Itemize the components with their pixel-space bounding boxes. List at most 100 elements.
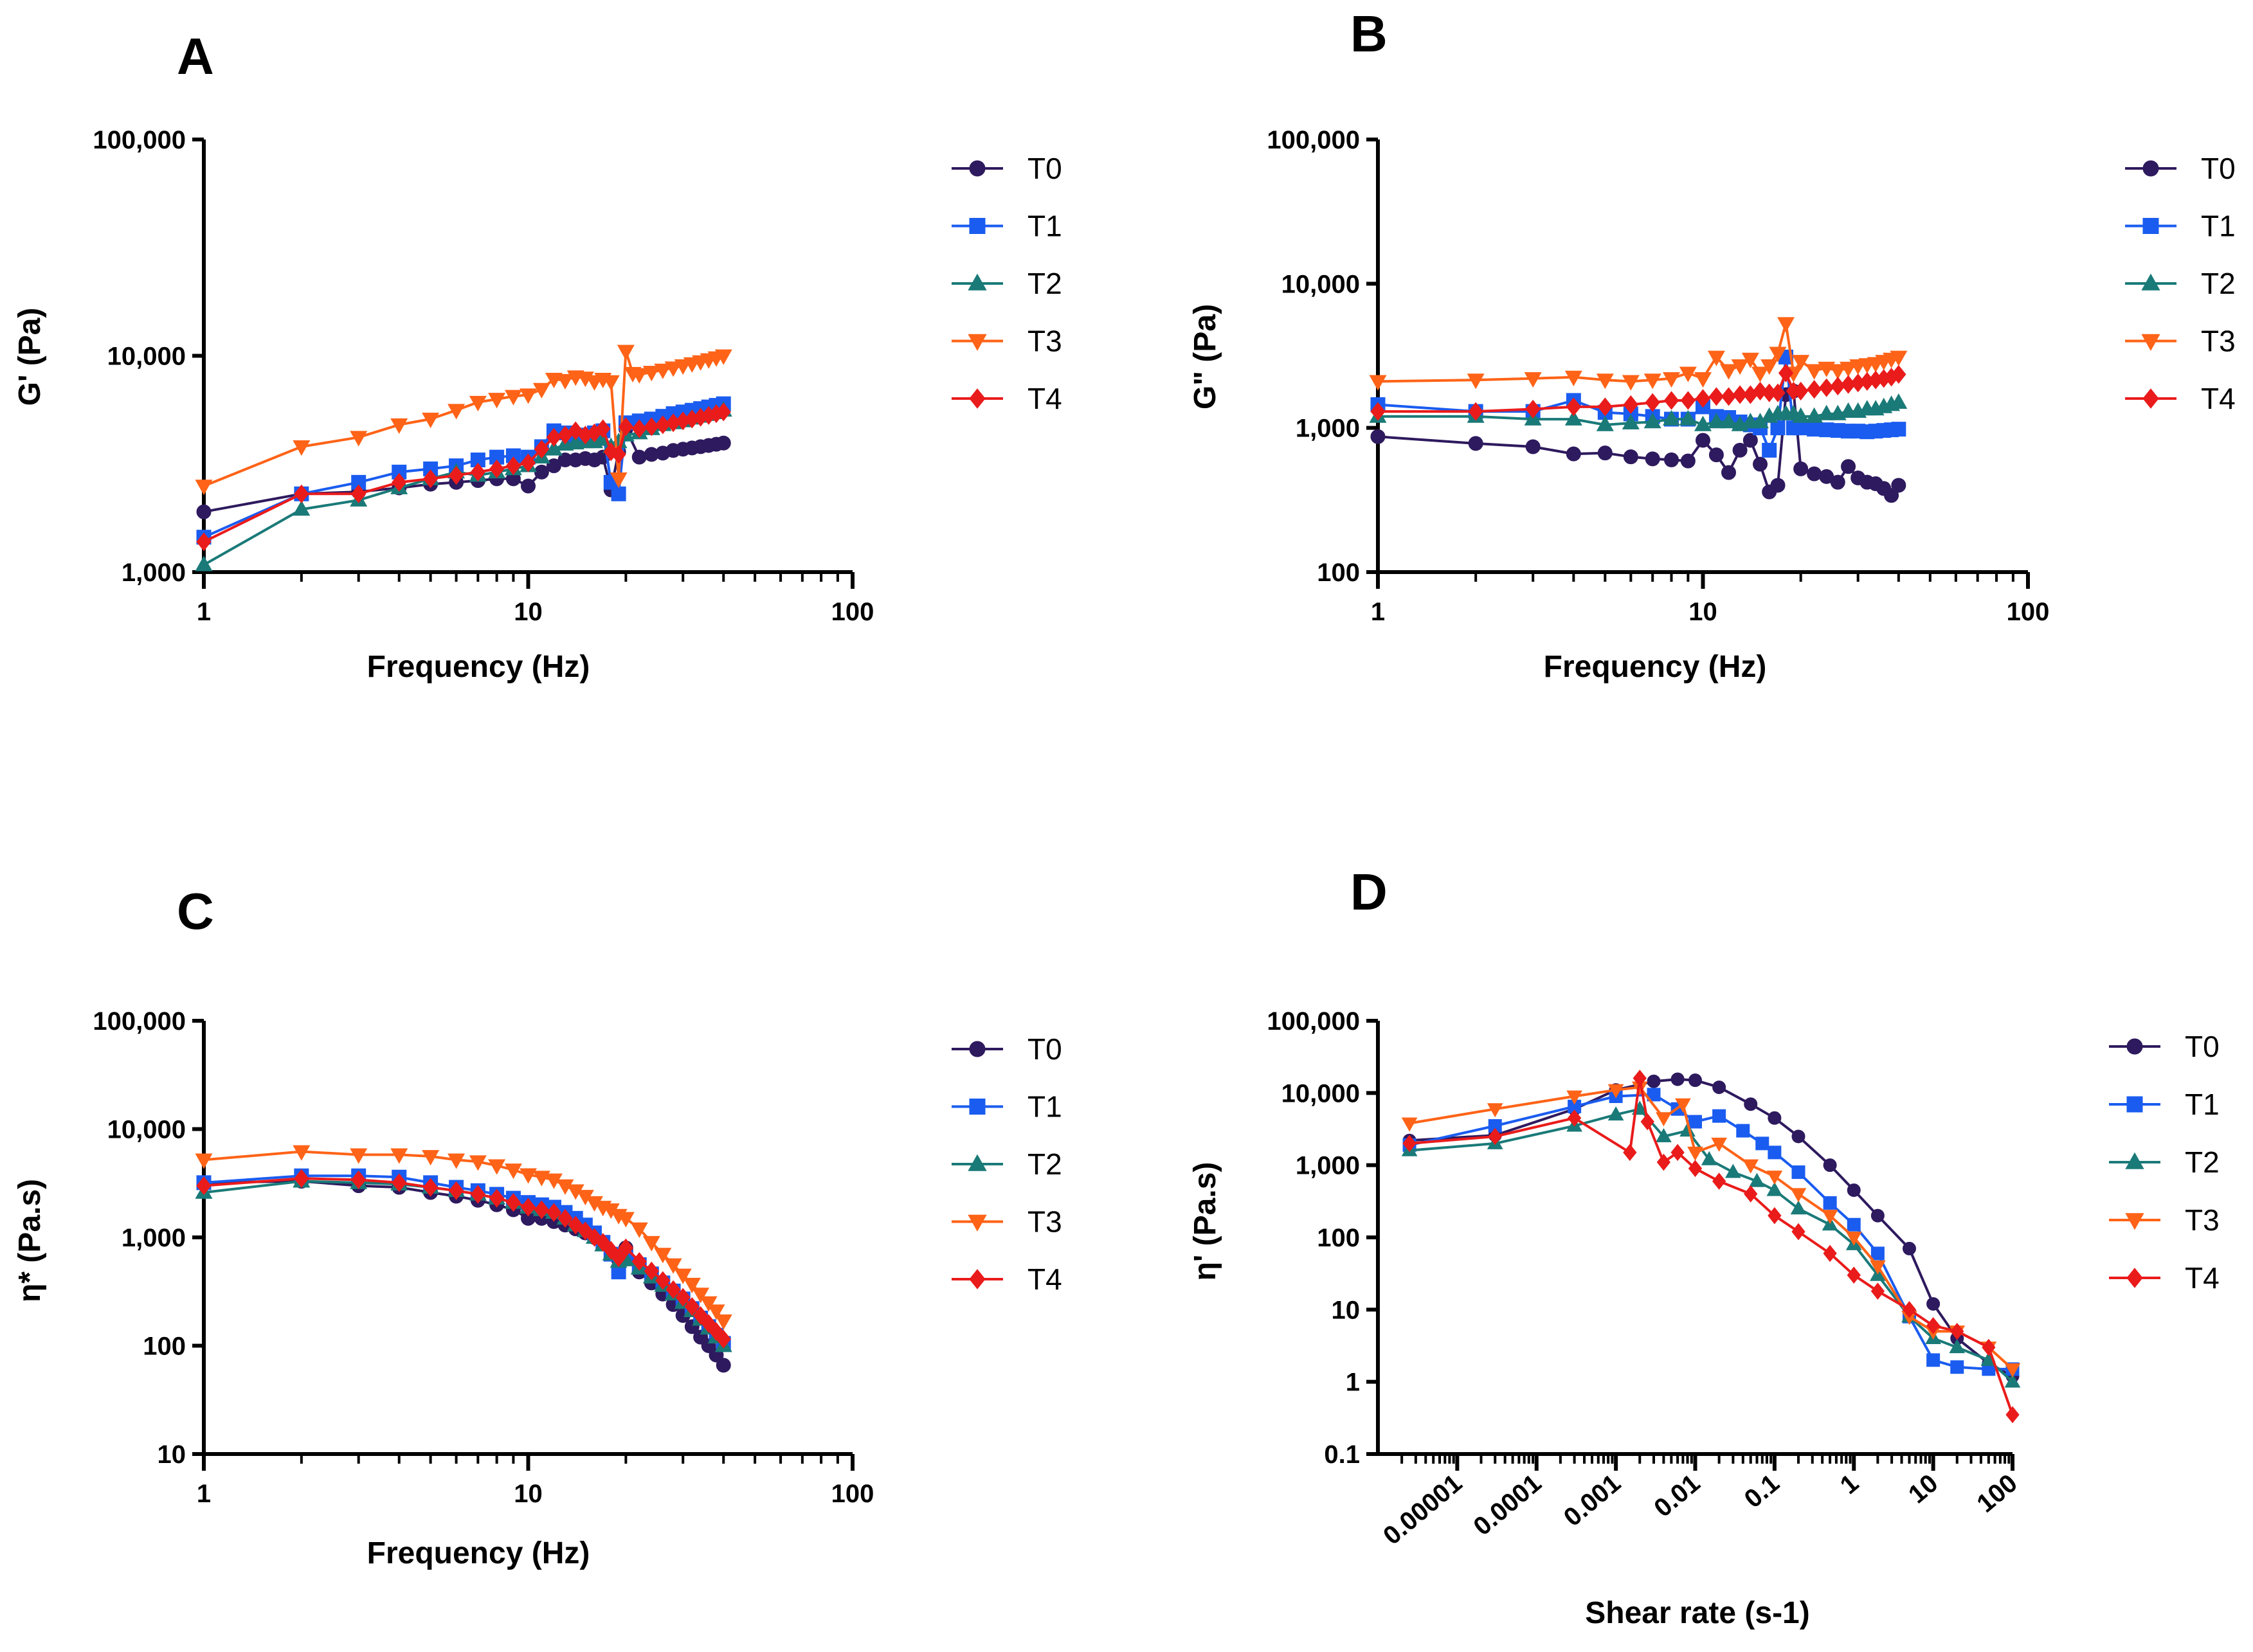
legend-marker-t1-a (969, 218, 986, 234)
legend-marker-t2-b (2141, 273, 2160, 291)
legend-label-t2-c: T2 (1027, 1147, 1062, 1181)
data-point-t2-b (1707, 413, 1725, 429)
data-point-t3-b (1622, 375, 1640, 391)
data-point-t3-b (1741, 352, 1759, 368)
data-point-t2-a (293, 500, 311, 516)
legend-label-t3-b: T3 (2201, 325, 2236, 358)
series-t4-b (1370, 363, 1906, 421)
data-point-t4-c (611, 1248, 626, 1268)
legend-marker-t4-d (2126, 1268, 2143, 1288)
data-point-t0-d (1823, 1158, 1837, 1172)
y-tick-label-d: 1,000 (1296, 1152, 1360, 1180)
data-point-t4-c (546, 1203, 562, 1222)
data-point-t3-b (1663, 372, 1681, 388)
y-axis-title-a: G' (Pa) (13, 308, 47, 406)
data-point-t4-d (1633, 1070, 1647, 1087)
series-t3-b (1369, 317, 1908, 391)
legend-item-t0-c: T0 (952, 1032, 1062, 1066)
legend-label-t1-d: T1 (2185, 1088, 2220, 1121)
legend-marker-t3-b (2141, 334, 2160, 351)
y-tick-label-d: 1 (1346, 1369, 1360, 1397)
data-point-t3-a (602, 375, 620, 391)
chart-panel-c: C Frequency (Hz) η* (Pa.s) 10 100 1,000 10,… (13, 883, 1062, 1570)
data-point-t3-d (1675, 1098, 1691, 1113)
legend-item-t4-a: T4 (952, 382, 1062, 415)
legend-marker-t1-d (2126, 1096, 2143, 1113)
legend-marker-t0-d (2126, 1038, 2143, 1055)
chart-panel-b: B Frequency (Hz) G" (Pa) 1001,00010,0001… (1188, 5, 2236, 684)
data-point-t4-c (716, 1329, 731, 1349)
data-point-t3-b (1643, 373, 1661, 390)
data-point-t4-c (644, 1261, 659, 1280)
legend-marker-t2-d (2125, 1152, 2144, 1169)
data-point-t4-b (1752, 381, 1768, 400)
data-point-t3-c (532, 1171, 550, 1187)
data-point-t1-d (1950, 1360, 1964, 1374)
legend-item-t3-c: T3 (952, 1205, 1062, 1239)
data-point-t0-d (1926, 1297, 1941, 1311)
data-point-t4-a (520, 453, 536, 472)
axes-b: 100 1,000 10,000 100,000 1 10 100 (1267, 126, 2049, 626)
data-point-t0-b (1468, 436, 1483, 451)
data-point-t4-d (1567, 1109, 1582, 1127)
data-point-t3-d (1687, 1146, 1703, 1161)
x-tick-label-b: 1 (1371, 598, 1385, 626)
data-point-t3-a (504, 390, 522, 406)
data-point-t0-b (1807, 466, 1822, 481)
x-axis-title-d: Shear rate (s-1) (1585, 1596, 1809, 1630)
y-tick-label-c: 1,000 (122, 1224, 186, 1252)
data-point-t3-d (1711, 1137, 1727, 1152)
data-point-t3-b (1369, 375, 1387, 391)
legend-marker-t3-d (2125, 1213, 2144, 1230)
legend-b: T0 T1 T2 T3 T4 (2125, 152, 2236, 415)
data-point-t1-d (1647, 1088, 1661, 1102)
x-tick-label-b: 100 (2007, 598, 2050, 626)
legend-d: T0 T1 T2 T3 T4 (2109, 1030, 2220, 1295)
legend-item-t2-c: T2 (952, 1147, 1062, 1181)
data-point-t4-b (1663, 391, 1679, 410)
data-point-t1-d (1688, 1115, 1702, 1129)
data-point-t4-c (196, 1176, 212, 1196)
data-point-t0-b (1742, 433, 1758, 448)
data-point-t4-a (611, 445, 626, 464)
data-point-t0-d (1712, 1080, 1726, 1094)
series-t0-b (1370, 383, 1906, 503)
data-point-t4-b (1468, 402, 1483, 421)
data-point-t3-a (617, 345, 635, 361)
data-point-t4-d (1744, 1185, 1758, 1203)
data-point-t2-b (1720, 413, 1738, 429)
data-point-t4-c (665, 1280, 681, 1299)
data-point-t2-a (195, 555, 213, 571)
legend-item-t0-d: T0 (2109, 1030, 2220, 1063)
panel-label-c: C (177, 883, 214, 940)
data-point-t4-a (631, 419, 647, 438)
data-point-t0-b (1770, 478, 1786, 493)
legend-c: T0 T1 T2 T3 T4 (952, 1032, 1062, 1296)
data-point-t0-d (1688, 1073, 1702, 1088)
data-point-t2-d (1656, 1127, 1672, 1142)
data-point-t4-a (595, 419, 611, 438)
data-point-t2-b (1679, 409, 1697, 426)
legend-marker-t3-a (968, 334, 987, 351)
data-point-t1-a (611, 486, 626, 501)
data-point-t0-b (1597, 445, 1613, 461)
data-point-t4-d (1768, 1207, 1782, 1225)
data-point-t4-b (1778, 363, 1794, 382)
legend-marker-t2-a (968, 273, 987, 291)
data-point-t0-d (1768, 1111, 1782, 1125)
data-point-t3-a (630, 368, 648, 384)
data-point-t0-a (716, 435, 731, 451)
y-tick-label-d: 10,000 (1281, 1079, 1360, 1108)
data-point-t3-b (1679, 366, 1697, 382)
data-point-t4-a (470, 462, 485, 481)
data-point-t0-b (1793, 461, 1809, 476)
data-point-t3-a (422, 413, 440, 429)
y-tick-label-a: 10,000 (107, 343, 186, 371)
panel-label-b: B (1350, 5, 1388, 62)
y-tick-label-d: 0.1 (1324, 1441, 1360, 1469)
data-point-t3-c (707, 1304, 725, 1320)
y-tick-label-b: 10,000 (1281, 270, 1360, 298)
data-point-t4-c (618, 1238, 634, 1257)
legend-label-t1-a: T1 (1027, 210, 1062, 243)
